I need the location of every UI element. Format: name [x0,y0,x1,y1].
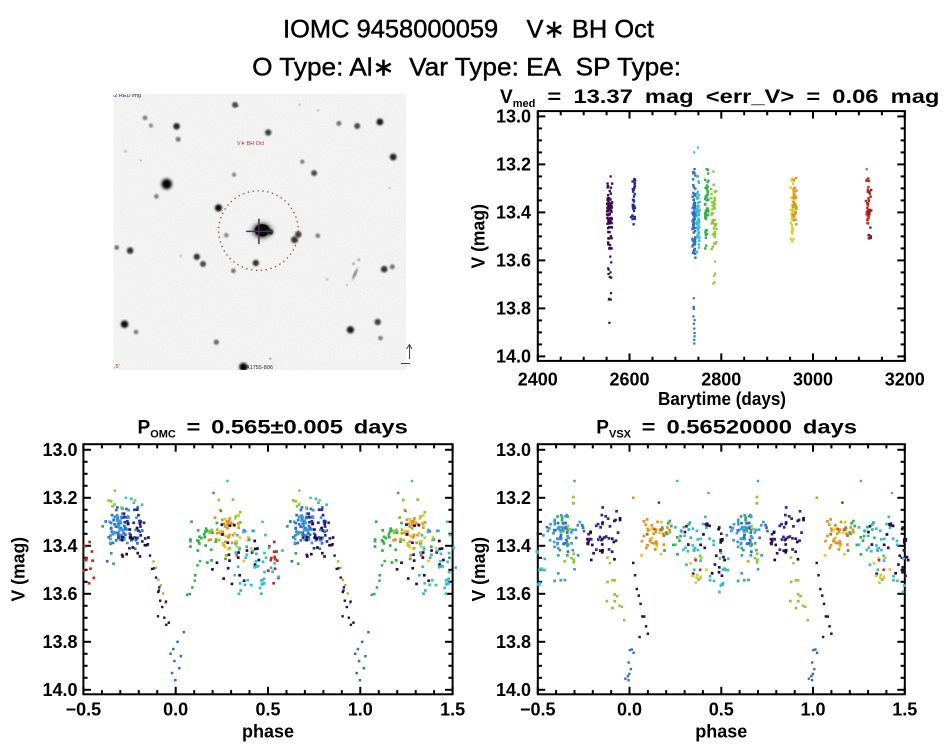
svg-text:13.4: 13.4 [496,203,531,223]
svg-text:VSX: VSX [609,428,632,440]
svg-text:V: V [500,87,513,108]
svg-text:3200: 3200 [885,369,925,389]
svg-text:13.4: 13.4 [42,536,77,556]
svg-text:0.0: 0.0 [617,700,642,720]
svg-text:0.5: 0.5 [255,700,280,720]
svg-text:V∗ BH Oct: V∗ BH Oct [237,141,264,147]
svg-text:−0.5: −0.5 [66,700,102,720]
svg-text:med: med [513,98,536,110]
svg-text:14.0: 14.0 [496,680,531,700]
svg-text:1.0: 1.0 [800,700,825,720]
svg-text:1.5: 1.5 [440,700,465,720]
svg-text:A1755-806: A1755-806 [246,365,273,371]
svg-text:P: P [138,417,151,438]
svg-text:P: P [596,417,609,438]
svg-text:13.8: 13.8 [496,299,531,319]
svg-text:V (mag): V (mag) [469,204,489,268]
svg-text:13.0: 13.0 [42,440,77,460]
svg-text:13.4: 13.4 [496,536,531,556]
svg-text:,5′: ,5′ [114,364,120,370]
svg-text:OMC: OMC [150,428,176,440]
svg-text:phase: phase [242,722,294,742]
svg-text:0.5: 0.5 [709,700,734,720]
svg-text:13.6: 13.6 [496,584,531,604]
svg-text:13.6: 13.6 [496,251,531,271]
svg-text:= 13.37 mag <err_V> = 0.06 mag: = 13.37 mag <err_V> = 0.06 mag [535,86,939,107]
svg-text:14.0: 14.0 [496,347,531,367]
svg-text:14.0: 14.0 [42,680,77,700]
svg-text:O Type: Al∗ Var Type: EA SP: O Type: Al∗ Var Type: EA SP Type: [252,53,681,81]
svg-text:= 0.565±0.005 days: = 0.565±0.005 days [176,417,408,438]
svg-text:13.2: 13.2 [496,488,531,508]
svg-text:= 0.56520000 days: = 0.56520000 days [631,417,857,438]
svg-text:13.6: 13.6 [42,584,77,604]
svg-text:V (mag): V (mag) [9,537,29,602]
svg-text:13.0: 13.0 [496,107,531,127]
svg-text:DSS2 RED img: DSS2 RED img [103,93,141,99]
svg-text:IOMC 9458000059 V∗ BH Oct: IOMC 9458000059 V∗ BH Oct [283,15,654,43]
svg-text:1.5: 1.5 [892,700,917,720]
svg-text:2800: 2800 [701,369,741,389]
svg-text:0.0: 0.0 [163,700,188,720]
svg-text:1.0: 1.0 [348,700,373,720]
svg-text:−0.5: −0.5 [520,700,556,720]
svg-text:13.2: 13.2 [42,488,77,508]
svg-text:13.8: 13.8 [496,632,531,652]
svg-text:V (mag): V (mag) [469,537,489,602]
svg-text:Barytime (days): Barytime (days) [658,389,786,409]
svg-text:13.0: 13.0 [496,440,531,460]
svg-text:13.8: 13.8 [42,632,77,652]
svg-text:phase: phase [695,722,747,742]
svg-text:13.2: 13.2 [496,155,531,175]
svg-text:2600: 2600 [609,369,649,389]
svg-text:2400: 2400 [518,369,558,389]
svg-text:3000: 3000 [793,369,833,389]
